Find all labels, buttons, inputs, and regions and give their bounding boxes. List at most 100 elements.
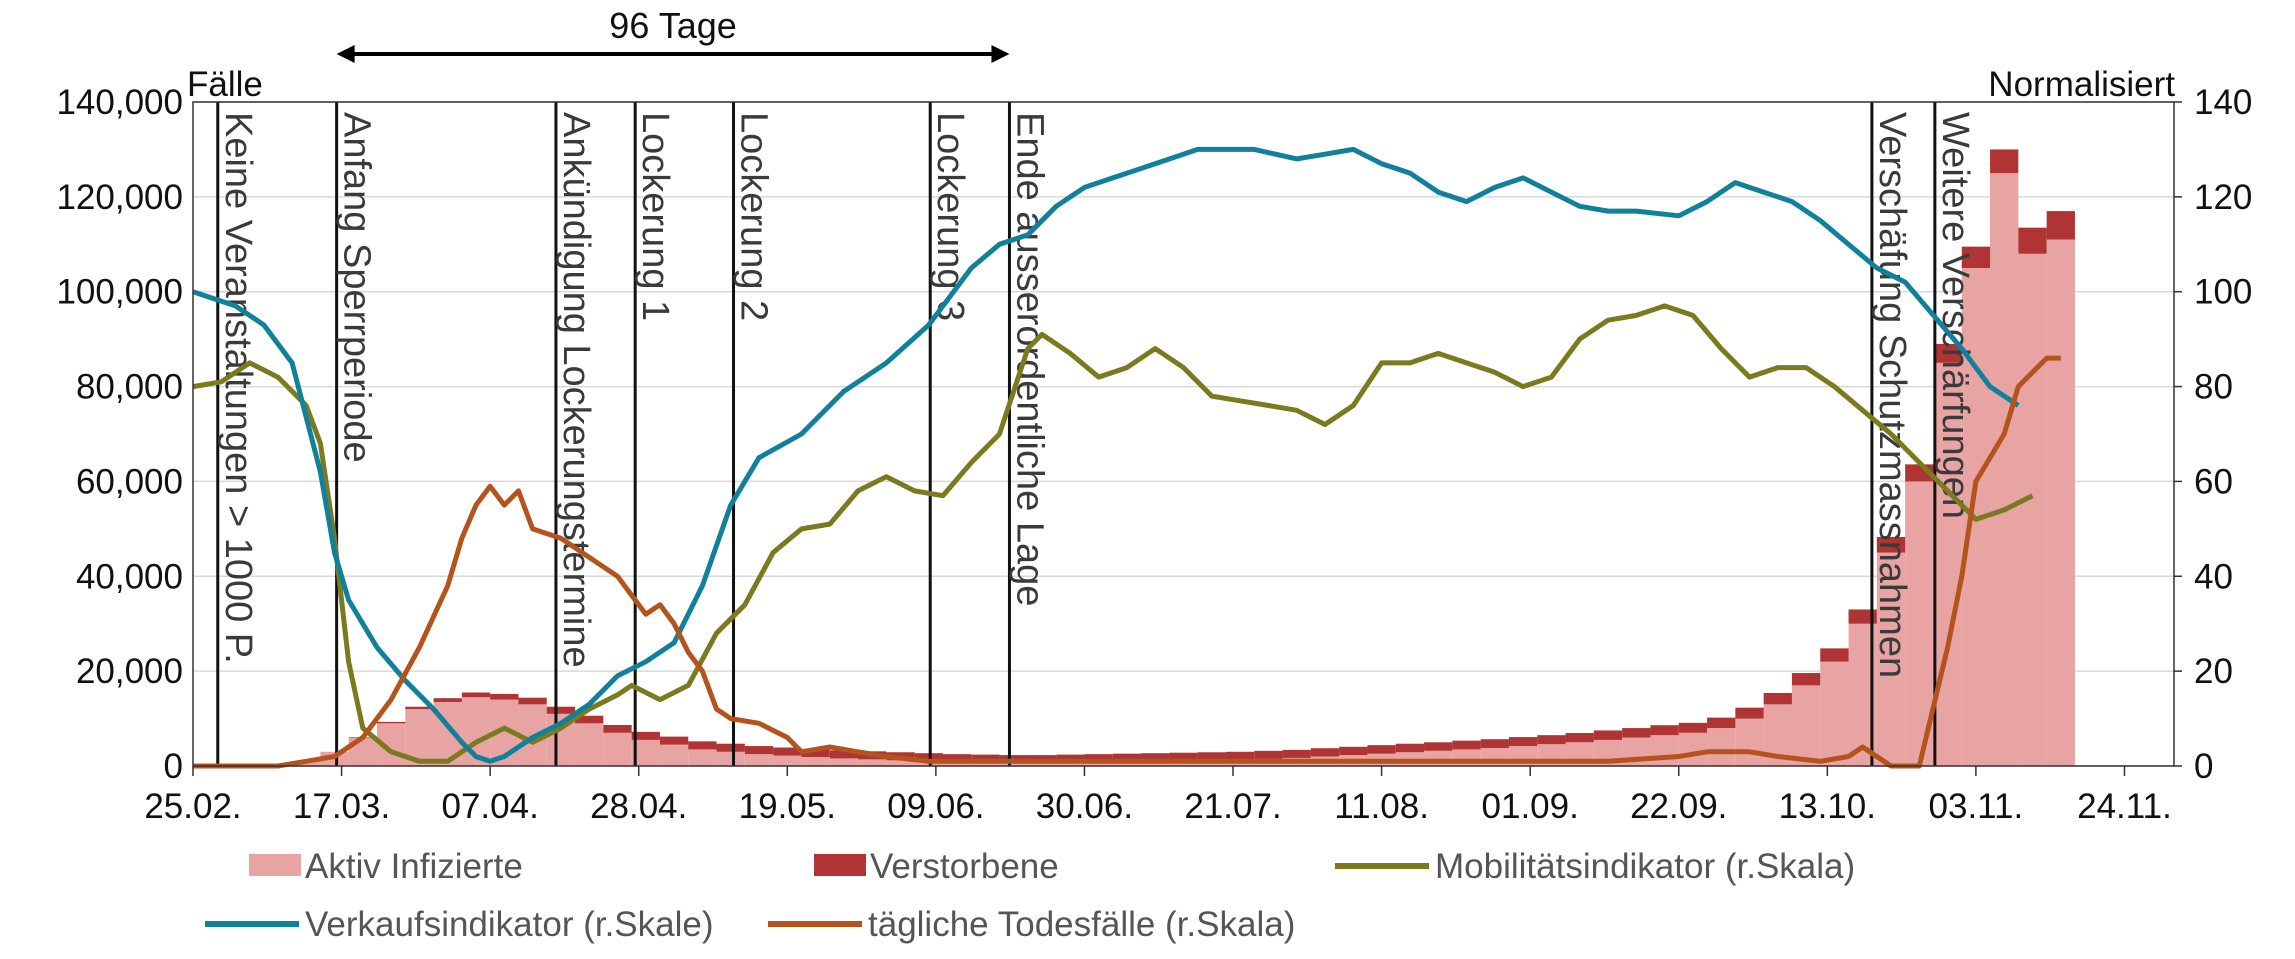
y2-axis-label: Normalisiert [1988, 65, 2175, 104]
event-label: Ende ausserordentliche Lage [1008, 112, 1050, 606]
y-axis-label: Fälle [187, 65, 263, 104]
bar [1480, 739, 1509, 748]
bar [1310, 748, 1340, 757]
bar [1876, 552, 1906, 766]
bar [971, 762, 1000, 766]
event-label: Keine Veranstaltungen > 1000 P. [217, 112, 259, 664]
bar [1933, 362, 1962, 766]
legend-swatch [249, 854, 301, 876]
bar [744, 746, 774, 755]
event-label: Verschäfung Schutzmassnahmen [1871, 112, 1913, 678]
x-tick-label: 19.05. [739, 787, 836, 826]
bar [490, 693, 519, 700]
bar [801, 748, 830, 757]
bar [376, 721, 406, 724]
plot-frame [192, 101, 2175, 767]
bar [1735, 707, 1764, 719]
legend-label: Aktiv Infizierte [305, 847, 523, 886]
y2-tick-label: 100 [2194, 273, 2252, 312]
bar [688, 749, 717, 766]
bar [1395, 743, 1425, 753]
bar [1112, 761, 1142, 766]
y-tick-label: 120,000 [56, 178, 183, 217]
legend-label: Verkaufsindikator (r.Skale) [305, 905, 714, 944]
bar [886, 760, 915, 766]
bar [1056, 762, 1085, 766]
bar [518, 697, 547, 705]
x-tick-label: 22.09. [1630, 787, 1727, 826]
bar [999, 763, 1028, 766]
bar [1027, 763, 1057, 766]
bar [575, 723, 604, 766]
y2-tick-label: 40 [2194, 557, 2233, 596]
event-label: Ankündigung Lockerungstermine [555, 112, 597, 668]
bar [1112, 753, 1142, 762]
bar [1876, 536, 1906, 553]
x-tick-label: 13.10. [1779, 787, 1876, 826]
bar [716, 743, 745, 752]
bar [1056, 754, 1085, 763]
bar [1452, 740, 1481, 750]
x-tick-label: 25.02. [144, 787, 241, 826]
x-tick-label: 07.04. [441, 787, 538, 826]
lines [192, 146, 2061, 769]
event-label: Anfang Sperrperiode [336, 112, 378, 463]
bar [461, 692, 491, 698]
bar [1848, 609, 1877, 624]
legend-swatch [814, 854, 866, 876]
x-tick-label: 11.08. [1334, 787, 1429, 826]
bar [659, 736, 689, 745]
bar [1084, 754, 1113, 763]
bar [546, 706, 576, 714]
line-series [192, 146, 2020, 764]
bar [1707, 728, 1736, 766]
bar [1424, 742, 1453, 751]
y2-tick-label: 60 [2194, 462, 2233, 501]
bar [1650, 725, 1679, 736]
arrow-head [336, 45, 355, 63]
x-tick-label: 30.06. [1036, 787, 1133, 826]
legend-label: tägliche Todesfälle (r.Skala) [868, 905, 1295, 944]
bar [575, 715, 604, 724]
y2-tick-label: 80 [2194, 368, 2233, 407]
y2-tick-label: 140 [2194, 83, 2252, 122]
bar [1961, 246, 1991, 268]
bar [688, 741, 717, 750]
bar [1678, 722, 1708, 733]
bar [433, 698, 462, 702]
y-tick-label: 40,000 [76, 557, 183, 596]
bar [773, 755, 802, 766]
y2-tick-label: 20 [2194, 652, 2233, 691]
bar [1933, 343, 1962, 363]
bar [2018, 253, 2047, 766]
bar [942, 754, 972, 763]
bar [1791, 685, 1821, 766]
y-tick-label: 80,000 [76, 368, 183, 407]
bars [263, 149, 2075, 767]
x-tick-label: 03.11. [1929, 787, 2024, 826]
legend-label: Verstorbene [870, 847, 1059, 886]
event-label: Lockerung 3 [929, 112, 971, 321]
x-tick-label: 17.03. [293, 787, 390, 826]
bar [1735, 718, 1764, 766]
bar [1254, 750, 1283, 759]
bar [1141, 753, 1170, 762]
bar [2046, 211, 2075, 240]
grid [193, 101, 2174, 767]
x-tick-label: 24.11. [2077, 787, 2172, 826]
bar [773, 747, 802, 756]
bar [1169, 752, 1198, 761]
bar [1282, 749, 1311, 758]
y2-tick-label: 120 [2194, 178, 2252, 217]
bar [716, 751, 745, 766]
y-tick-label: 0 [164, 747, 183, 786]
bar [1339, 746, 1368, 756]
bar [1678, 732, 1708, 766]
y-tick-label: 140,000 [56, 83, 183, 122]
x-tick-label: 01.09. [1482, 787, 1579, 826]
bar [801, 756, 830, 766]
bar [2046, 239, 2075, 767]
bar [1367, 745, 1396, 754]
legend-label: Mobilitätsindikator (r.Skala) [1435, 847, 1855, 886]
